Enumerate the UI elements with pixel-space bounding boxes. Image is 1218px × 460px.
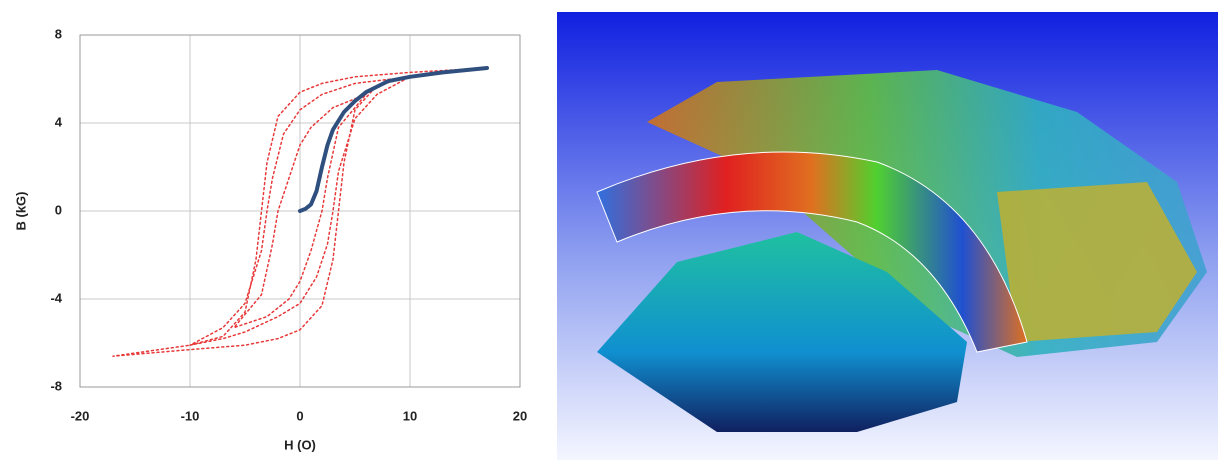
x-tick-label: -20 — [71, 408, 90, 423]
plot-frame — [79, 34, 521, 388]
magnet-arc — [596, 151, 1028, 353]
x-tick-label: 0 — [296, 408, 303, 423]
x-axis-label: H (O) — [284, 437, 316, 452]
x-tick-label: 20 — [513, 408, 527, 423]
front-block — [597, 232, 967, 432]
y-tick-label: -4 — [50, 290, 62, 305]
series-line — [189, 76, 411, 346]
series-line — [233, 93, 367, 329]
series-line — [112, 67, 488, 357]
side-block — [997, 182, 1197, 342]
y-tick-label: 0 — [55, 202, 62, 217]
chart: H (O) B (kG) -20 -10 0 10 20 -8 -4 0 4 8 — [13, 26, 527, 452]
series-line — [298, 66, 489, 213]
y-axis-label: B (kG) — [13, 192, 28, 231]
y-tick-label: -8 — [50, 378, 62, 393]
x-tick-label: -10 — [181, 408, 200, 423]
y-tick-label: 4 — [55, 114, 63, 129]
x-tick-label: 10 — [403, 408, 417, 423]
simulation-render — [557, 12, 1218, 460]
y-tick-label: 8 — [55, 26, 62, 41]
